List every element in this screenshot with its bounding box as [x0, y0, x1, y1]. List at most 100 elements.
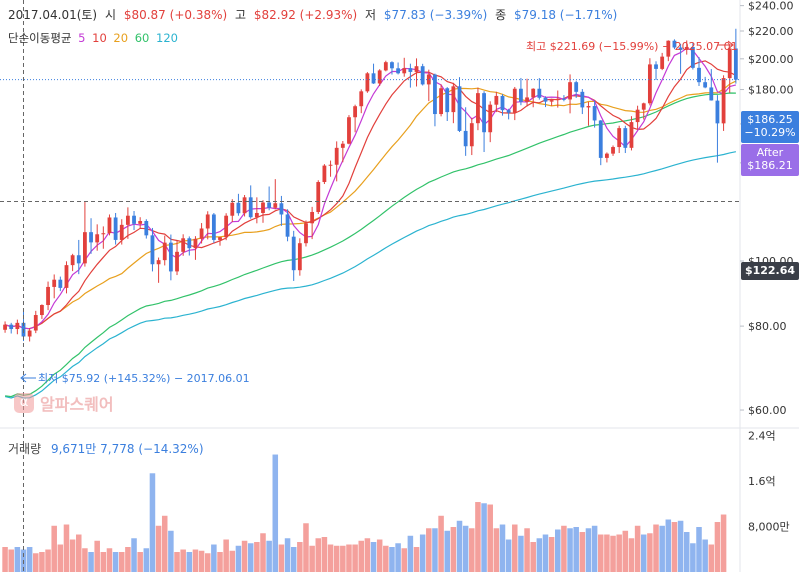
- volume-bar[interactable]: [659, 525, 665, 572]
- volume-bar[interactable]: [112, 552, 119, 572]
- candle-body[interactable]: [451, 86, 456, 113]
- volume-bar[interactable]: [297, 542, 303, 572]
- volume-bar[interactable]: [505, 539, 512, 572]
- candle-body[interactable]: [402, 68, 407, 74]
- candle-body[interactable]: [623, 128, 628, 148]
- candle-body[interactable]: [340, 143, 345, 148]
- volume-bar[interactable]: [254, 542, 260, 572]
- moving-average-legend[interactable]: 단순이동평균 5 10 20 60 120: [8, 30, 181, 46]
- volume-bar[interactable]: [426, 528, 432, 572]
- candle-body[interactable]: [119, 224, 124, 240]
- candle-body[interactable]: [33, 315, 38, 331]
- volume-bar[interactable]: [131, 538, 137, 572]
- volume-bar[interactable]: [272, 454, 279, 572]
- volume-bar[interactable]: [198, 550, 205, 572]
- candle-body[interactable]: [187, 238, 192, 249]
- candle-body[interactable]: [291, 236, 296, 271]
- volume-bar[interactable]: [39, 552, 45, 572]
- candle-body[interactable]: [83, 232, 87, 264]
- candle-body[interactable]: [70, 255, 75, 266]
- volume-bar[interactable]: [720, 514, 727, 572]
- candle-body[interactable]: [199, 228, 204, 239]
- ma-5-label[interactable]: 5: [78, 31, 86, 45]
- volume-bar[interactable]: [260, 533, 266, 572]
- volume-bar[interactable]: [561, 525, 567, 572]
- candle-body[interactable]: [230, 202, 235, 216]
- volume-bar[interactable]: [303, 523, 309, 572]
- volume-bar[interactable]: [487, 504, 493, 572]
- candle-body[interactable]: [457, 86, 462, 131]
- volume-bar[interactable]: [702, 539, 708, 572]
- ma-10-label[interactable]: 10: [92, 31, 107, 45]
- candle-body[interactable]: [261, 202, 265, 213]
- candle-body[interactable]: [426, 74, 431, 85]
- candle-body[interactable]: [617, 128, 622, 148]
- candle-body[interactable]: [568, 82, 572, 100]
- volume-bar[interactable]: [401, 548, 408, 572]
- candle-body[interactable]: [236, 202, 241, 214]
- volume-bar[interactable]: [118, 552, 125, 572]
- volume-bar[interactable]: [530, 542, 536, 572]
- candle-body[interactable]: [715, 100, 720, 124]
- volume-bar[interactable]: [665, 519, 672, 572]
- volume-bar[interactable]: [548, 537, 555, 572]
- candle-body[interactable]: [125, 215, 130, 225]
- volume-bar[interactable]: [168, 530, 174, 572]
- candle-body[interactable]: [285, 214, 290, 237]
- candle-body[interactable]: [40, 305, 44, 316]
- volume-bar[interactable]: [628, 538, 635, 572]
- candle-body[interactable]: [733, 48, 738, 80]
- volume-bar[interactable]: [63, 524, 70, 572]
- volume-bar[interactable]: [555, 529, 561, 572]
- volume-bar[interactable]: [8, 549, 14, 572]
- candle-body[interactable]: [297, 243, 302, 271]
- candle-body[interactable]: [347, 117, 351, 144]
- candle-body[interactable]: [3, 324, 7, 330]
- volume-bar[interactable]: [149, 473, 156, 572]
- volume-bars[interactable]: [2, 454, 727, 572]
- volume-bar[interactable]: [333, 545, 340, 572]
- volume-bar[interactable]: [309, 545, 315, 572]
- candle-body[interactable]: [445, 88, 450, 113]
- volume-bar[interactable]: [100, 552, 107, 572]
- volume-bar[interactable]: [346, 544, 352, 572]
- volume-bar[interactable]: [413, 547, 420, 572]
- candle-body[interactable]: [512, 88, 517, 113]
- candle-body[interactable]: [242, 197, 247, 214]
- volume-bar[interactable]: [450, 527, 457, 572]
- volume-bar[interactable]: [469, 528, 475, 572]
- volume-bar[interactable]: [512, 524, 518, 572]
- volume-bar[interactable]: [481, 503, 487, 572]
- candle-body[interactable]: [598, 120, 603, 158]
- volume-bar[interactable]: [76, 534, 82, 572]
- candle-body[interactable]: [89, 232, 93, 243]
- volume-bar[interactable]: [585, 528, 592, 572]
- candle-body[interactable]: [506, 110, 511, 113]
- candle-body[interactable]: [408, 68, 413, 72]
- volume-bar[interactable]: [690, 543, 696, 572]
- volume-bar[interactable]: [14, 547, 21, 572]
- volume-bar[interactable]: [444, 530, 450, 572]
- candle-body[interactable]: [703, 82, 708, 88]
- candle-body[interactable]: [586, 106, 591, 108]
- candle-body[interactable]: [279, 203, 284, 215]
- candle-body[interactable]: [635, 109, 640, 123]
- volume-bar[interactable]: [315, 538, 322, 572]
- volume-bar[interactable]: [327, 544, 334, 572]
- volume-bar[interactable]: [683, 532, 690, 572]
- volume-bar[interactable]: [278, 544, 285, 572]
- volume-bar[interactable]: [94, 540, 100, 572]
- ma-120-label[interactable]: 120: [156, 31, 178, 45]
- candlesticks[interactable]: [3, 28, 738, 342]
- candle-body[interactable]: [224, 215, 229, 238]
- volume-bar[interactable]: [204, 553, 211, 572]
- candle-body[interactable]: [537, 88, 542, 98]
- volume-bar[interactable]: [567, 528, 573, 572]
- volume-axis[interactable]: 2.4억 1.6억 8,000만: [748, 430, 790, 534]
- volume-bar[interactable]: [499, 524, 506, 572]
- volume-bar[interactable]: [125, 547, 131, 572]
- volume-bar[interactable]: [352, 544, 358, 572]
- candle-body[interactable]: [463, 130, 468, 147]
- volume-bar[interactable]: [671, 522, 678, 572]
